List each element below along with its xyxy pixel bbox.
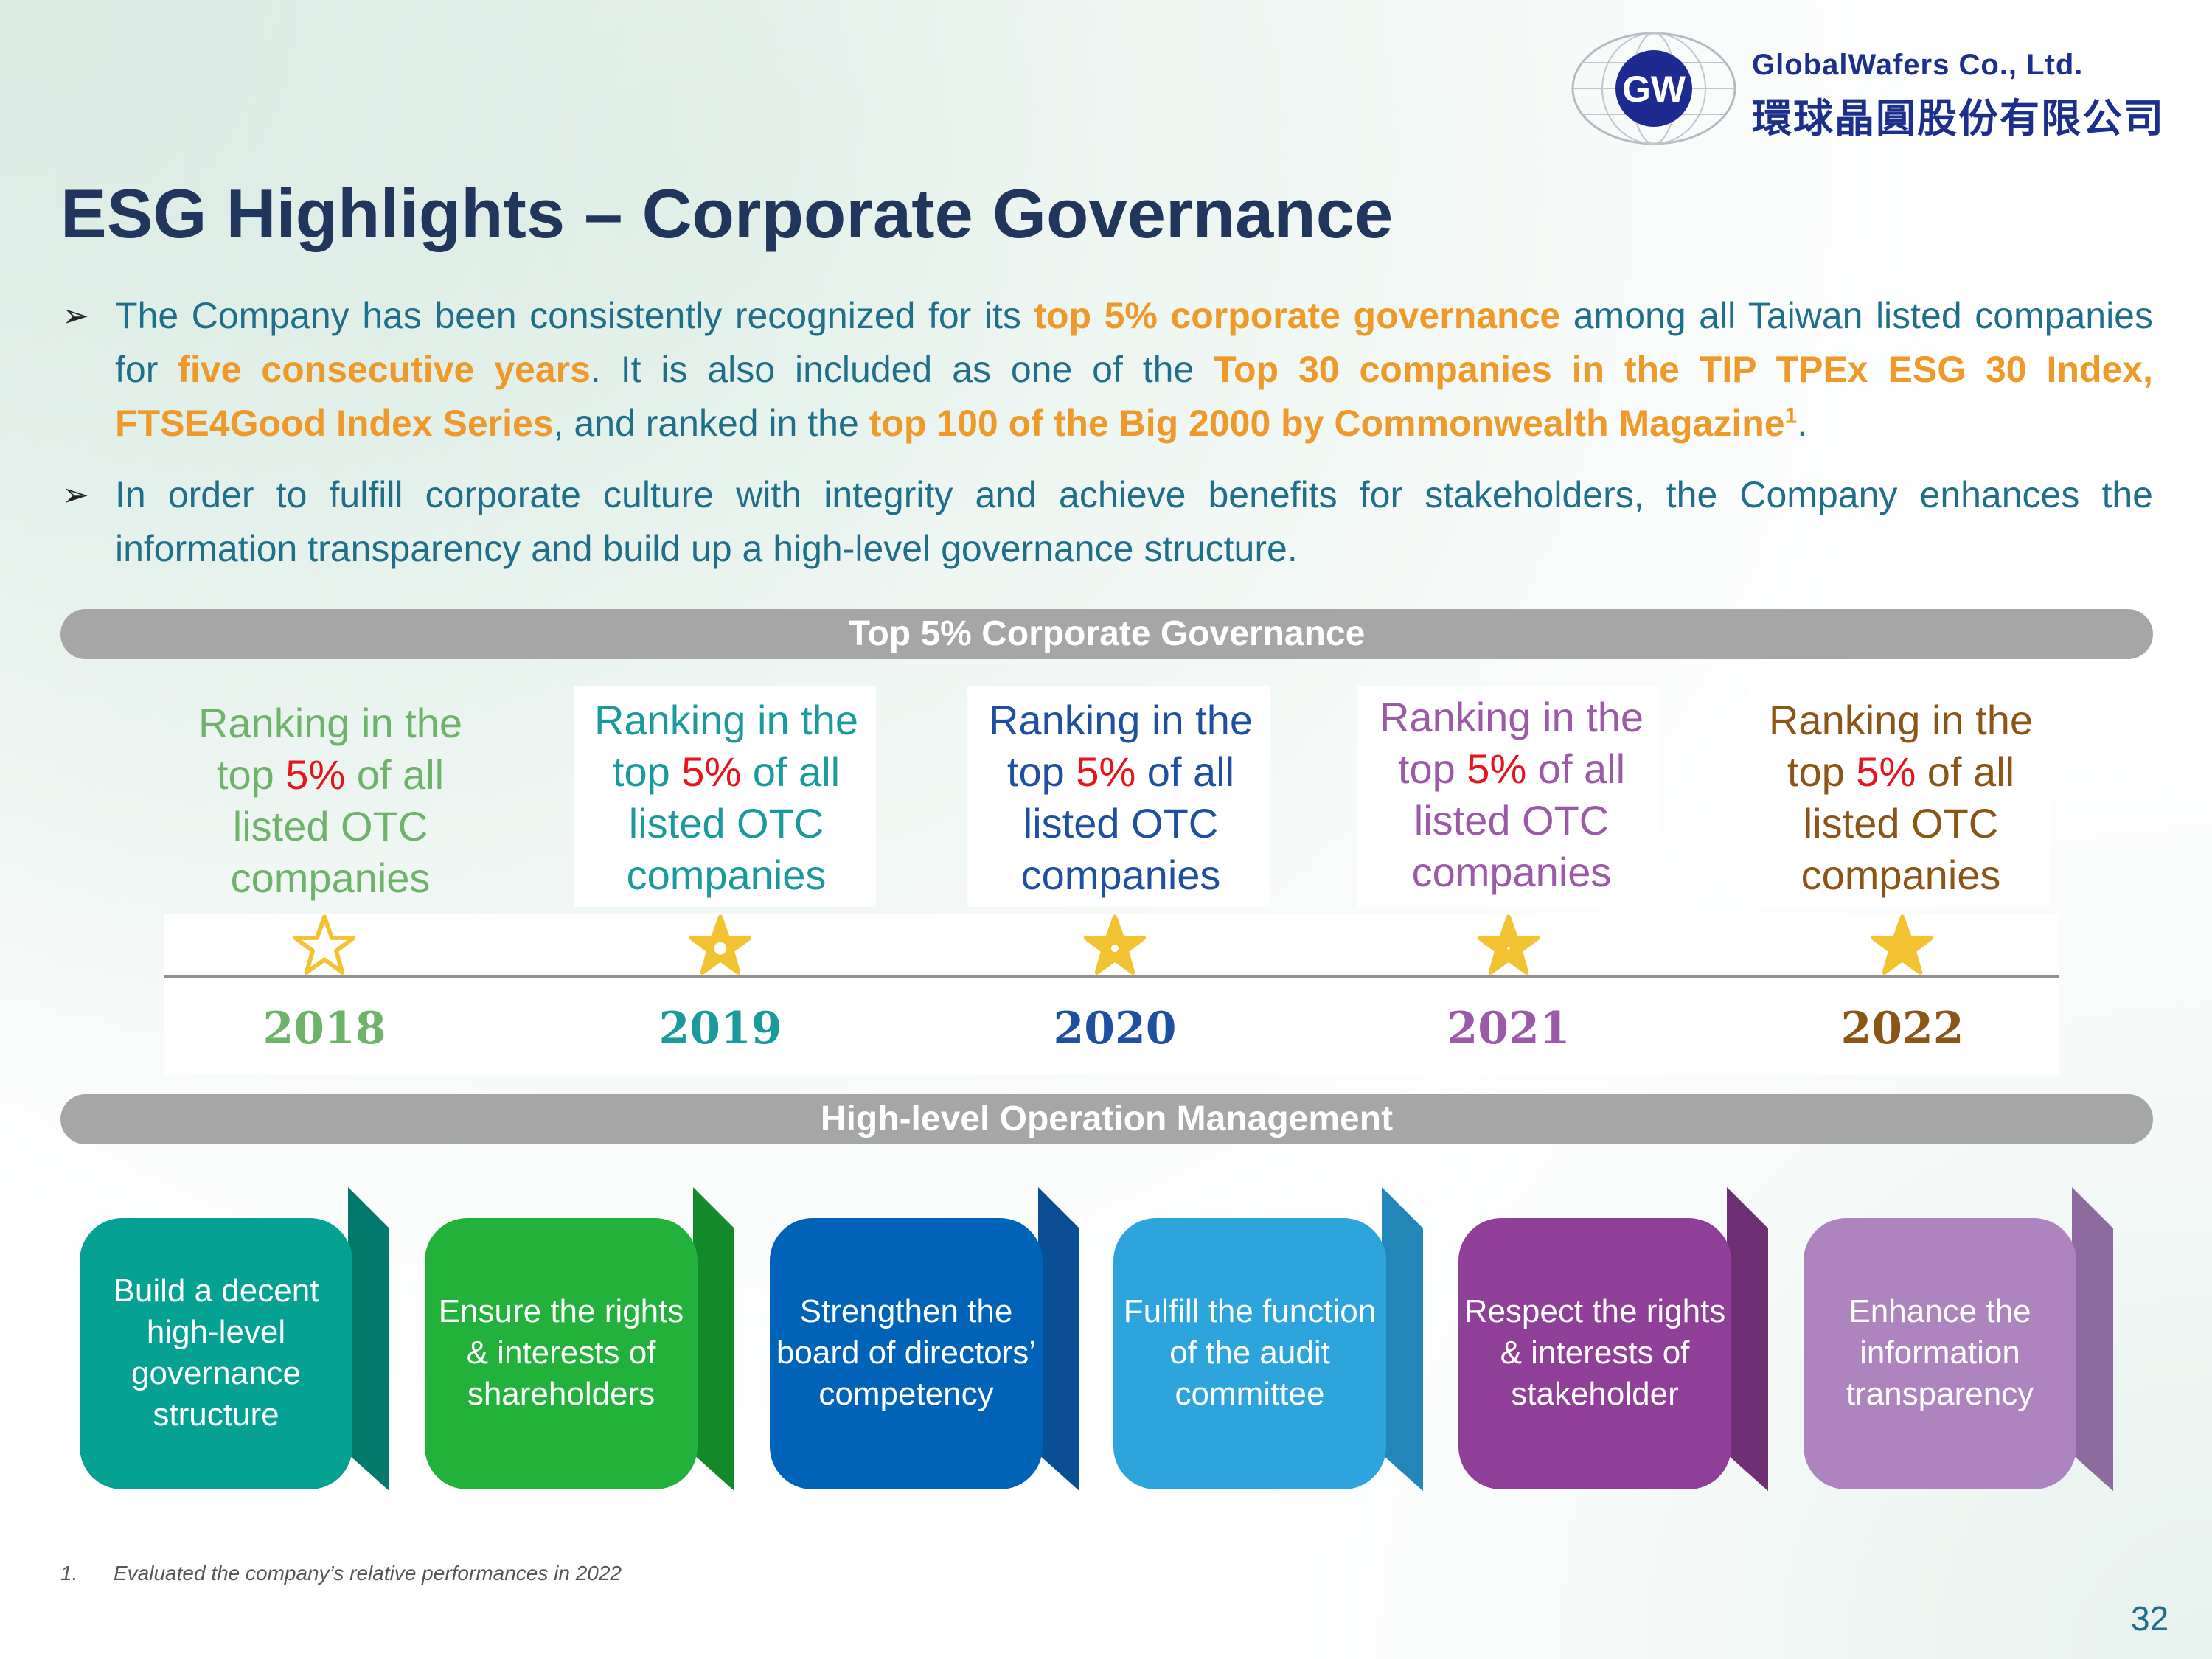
arrow-bullet-icon: ➢	[62, 298, 89, 334]
year-label-2019: 2019	[658, 1003, 782, 1054]
globe-logo-icon: GW	[1571, 32, 1736, 145]
ribbon-shape	[770, 1187, 1079, 1492]
star-icon	[1478, 914, 1540, 975]
ranking-panel-bg	[1747, 686, 2050, 907]
ribbon-shape	[1458, 1187, 1768, 1492]
bullet-text-part: . It is also included as one of the	[590, 349, 1214, 390]
ranking-percent: 5%	[1856, 748, 1916, 795]
footnote-text: Evaluated the company’s relative perform…	[114, 1562, 622, 1585]
bullet-transparency: ➢ In order to fulfill corporate culture …	[62, 468, 2153, 576]
ranking-percent: 5%	[681, 748, 742, 795]
ribbon-shape	[1113, 1187, 1423, 1492]
ribbon-shape	[80, 1187, 389, 1492]
operation-label: Strengthen the board of directors’ compe…	[776, 1293, 1037, 1412]
ranking-text-part: of all listed OTC companies	[1801, 748, 2015, 898]
ranking-text-2019: Ranking in the top 5% of all listed OTC …	[571, 695, 881, 901]
arrow-bullet-icon: ➢	[62, 477, 89, 513]
bullet-text-part: among all Taiwan listed companies for	[115, 295, 2153, 390]
ranking-text-2020: Ranking in the top 5% of all listed OTC …	[966, 695, 1276, 901]
ranking-text-part: Ranking in the top	[988, 697, 1253, 795]
ranking-text-part: of all listed OTC companies	[626, 748, 841, 898]
year-label-2022: 2022	[1840, 1003, 1964, 1054]
highlight-text: top 5% corporate governance	[1034, 295, 1561, 336]
ranking-text-part: of all listed OTC companies	[1411, 745, 1626, 895]
logo-mark: GW	[1622, 69, 1686, 110]
highlight-text: five consecutive years	[178, 349, 591, 390]
star-icon	[689, 914, 751, 975]
bullet-recognition: ➢ The Company has been consistently reco…	[62, 289, 2153, 451]
bullet-text-part: The Company has been consistently recogn…	[115, 295, 1034, 336]
bullet-text-part: .	[1797, 403, 1808, 444]
bullet-text-part: , and ranked in the	[553, 403, 869, 444]
operation-box: Strengthen the board of directors’ compe…	[770, 1187, 1079, 1497]
timeline-line	[164, 975, 2059, 978]
ranking-panel-bg	[574, 686, 876, 907]
operation-label: Build a decent high-level governance str…	[113, 1273, 319, 1433]
company-logo: GW GlobalWafers Co., Ltd. 環球晶圓股份有限公司	[1569, 29, 2174, 147]
footnote-marker: 1	[1784, 403, 1798, 428]
ranking-percent: 5%	[285, 751, 346, 798]
ranking-text-part: of all listed OTC companies	[230, 751, 445, 901]
ranking-panel-bg	[1357, 686, 1659, 907]
ranking-percent: 5%	[1076, 748, 1136, 795]
operation-label: Enhance the information transparency	[1846, 1293, 2034, 1412]
ranking-text-2021: Ranking in the top 5% of all listed OTC …	[1357, 692, 1666, 898]
governance-banner: Top 5% Corporate Governance	[60, 609, 2153, 659]
highlight-text: Top 30 companies in the TIP TPEx ESG 30 …	[115, 349, 2153, 444]
operation-box: Enhance the information transparency	[1804, 1187, 2113, 1497]
ranking-text-2022: Ranking in the top 5% of all listed OTC …	[1746, 695, 2056, 901]
logo-company-name-en: GlobalWafers Co., Ltd.	[1752, 49, 2084, 81]
operation-label: Ensure the rights & interests of shareho…	[438, 1293, 684, 1412]
star-icon	[1871, 914, 1933, 975]
ribbon-shape	[425, 1187, 734, 1492]
operation-box: Ensure the rights & interests of shareho…	[425, 1187, 734, 1497]
ranking-text-part: of all listed OTC companies	[1020, 748, 1235, 898]
ranking-percent: 5%	[1467, 745, 1527, 792]
ranking-panel-bg	[967, 686, 1270, 907]
operation-box: Fulfill the function of the audit commit…	[1113, 1187, 1423, 1497]
footnote: 1. Evaluated the company’s relative perfo…	[60, 1562, 622, 1585]
operation-label: Fulfill the function of the audit commit…	[1123, 1293, 1377, 1412]
operation-box: Build a decent high-level governance str…	[80, 1187, 389, 1497]
bullet-text: The Company has been consistently recogn…	[115, 289, 2153, 451]
operation-label: Respect the rights & interests of stakeh…	[1464, 1293, 1726, 1412]
page-number: 32	[2131, 1599, 2169, 1638]
operation-banner: High-level Operation Management	[60, 1094, 2153, 1144]
star-icon	[293, 914, 355, 975]
operation-box: Respect the rights & interests of stakeh…	[1458, 1187, 1768, 1497]
footnote-number: 1.	[60, 1562, 78, 1585]
ranking-text-part: Ranking in the top	[1379, 694, 1644, 792]
year-label-2020: 2020	[1053, 1003, 1177, 1054]
logo-company-name-zh: 環球晶圓股份有限公司	[1752, 95, 2165, 142]
bullet-text: In order to fulfill corporate culture wi…	[115, 474, 2153, 569]
star-icon	[1084, 914, 1146, 975]
ranking-text-part: Ranking in the top	[594, 697, 858, 795]
year-label-2018: 2018	[262, 1003, 386, 1054]
page-title: ESG Highlights – Corporate Governance	[60, 175, 1394, 252]
ribbon-shape	[1804, 1187, 2113, 1492]
highlight-text: top 100 of the Big 2000 by Commonwealth …	[869, 403, 1785, 444]
ranking-text-2018: Ranking in the top 5% of all listed OTC …	[175, 698, 485, 904]
ranking-text-part: Ranking in the top	[1768, 697, 2033, 795]
ranking-text-part: Ranking in the top	[198, 700, 462, 798]
year-label-2021: 2021	[1447, 1003, 1571, 1054]
